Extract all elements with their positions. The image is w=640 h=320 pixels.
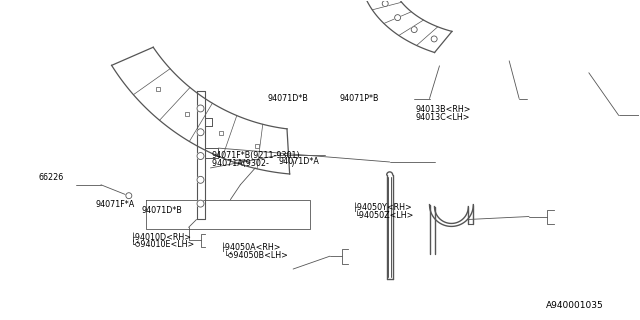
Text: └94050Z<LH>: └94050Z<LH> — [355, 211, 415, 220]
Text: ├94010D<RH>: ├94010D<RH> — [131, 232, 192, 242]
Circle shape — [197, 153, 204, 159]
Text: 94071A(9302-         ): 94071A(9302- ) — [212, 159, 294, 168]
Text: └⥀94010E<LH>: └⥀94010E<LH> — [131, 240, 195, 249]
Circle shape — [197, 129, 204, 136]
Text: 94071P*B: 94071P*B — [339, 94, 379, 103]
Circle shape — [126, 193, 132, 199]
Circle shape — [197, 105, 204, 112]
Text: 94071F*B(9211-9301): 94071F*B(9211-9301) — [212, 151, 300, 160]
Circle shape — [412, 27, 417, 33]
Text: ├94050Y<RH>: ├94050Y<RH> — [353, 203, 412, 212]
Text: A940001035: A940001035 — [546, 301, 604, 310]
Text: ├94050A<RH>: ├94050A<RH> — [221, 243, 282, 252]
Circle shape — [197, 176, 204, 183]
Text: 94013B<RH>: 94013B<RH> — [415, 105, 471, 114]
Circle shape — [395, 15, 401, 20]
Circle shape — [431, 36, 437, 42]
Text: 94071F*A: 94071F*A — [96, 200, 135, 209]
Text: 66226: 66226 — [38, 173, 63, 182]
Text: └⥀94050B<LH>: └⥀94050B<LH> — [224, 251, 289, 260]
Circle shape — [197, 200, 204, 207]
Text: 94071D*B: 94071D*B — [268, 94, 308, 103]
Text: 94071D*A: 94071D*A — [278, 157, 319, 166]
Text: 94071D*B: 94071D*B — [141, 206, 182, 215]
Text: 94013C<LH>: 94013C<LH> — [415, 113, 470, 122]
Circle shape — [382, 1, 388, 6]
